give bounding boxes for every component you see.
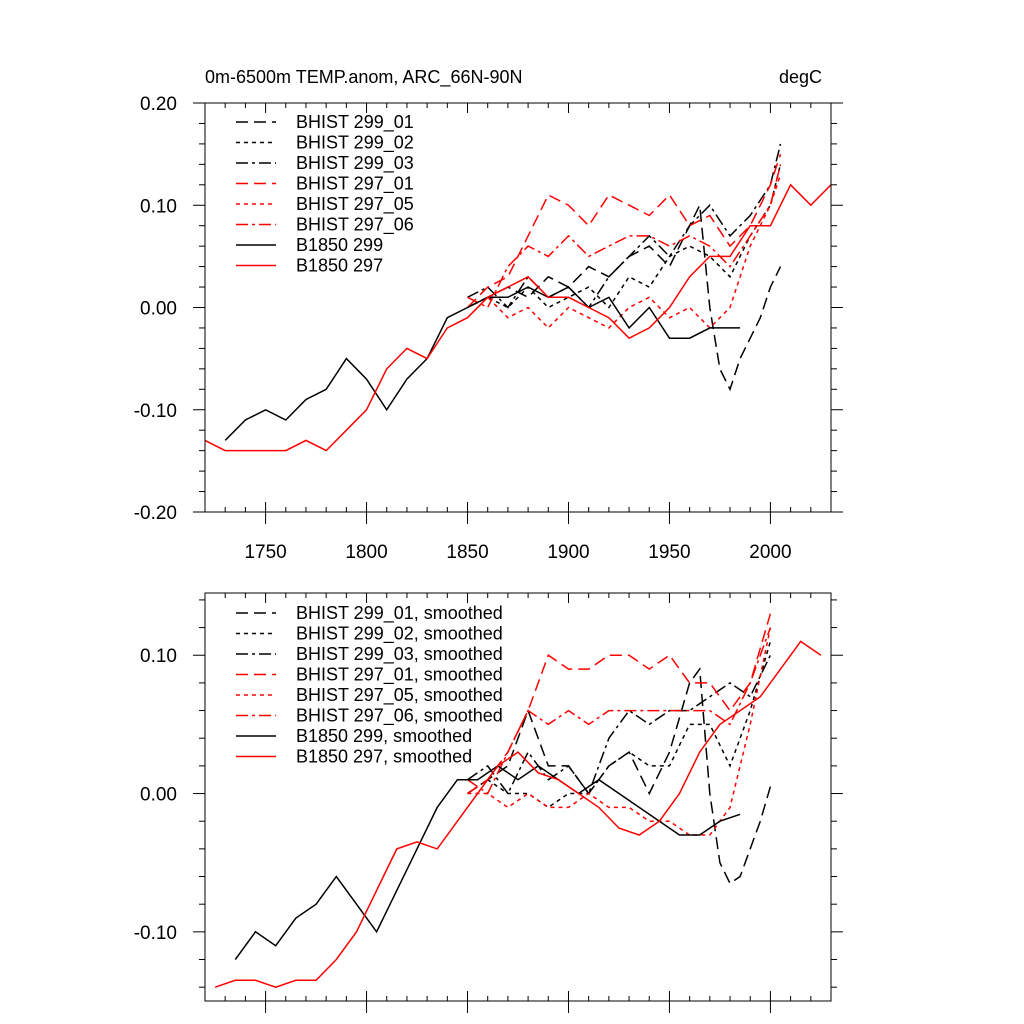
axes-ticks: 1750 1800 1850 1900 1950 2000 -0.20 -0.10 0.00 0.… [134, 94, 843, 563]
legend-label: BHIST 297_01, smoothed [296, 665, 503, 686]
bottom-panel: -0.100.000.10 BHIST 299_01, smoothedBHIS… [134, 592, 843, 1013]
series-line-bhist-299-02 [467, 164, 782, 309]
legend-label: BHIST 299_01, smoothed [296, 603, 503, 624]
series-line-bhist-297-06-smoothed [467, 627, 772, 795]
y-tick-label: 0.10 [140, 196, 177, 217]
y-tick-label: 0.20 [140, 94, 177, 115]
legend-label: B1850 297, smoothed [296, 747, 472, 767]
series-line-bhist-299-03-smoothed [467, 654, 772, 796]
legend-label: BHIST 297_05 [296, 194, 414, 215]
y-tick-label: -0.10 [134, 401, 177, 422]
series-line-bhist-299-01-smoothed [467, 667, 772, 885]
x-tick-label: 1800 [345, 542, 387, 563]
plot-frame [204, 592, 832, 1002]
y-tick-label: 0.00 [140, 785, 177, 806]
legend-label: BHIST 297_01 [296, 174, 414, 195]
legend-label: B1850 297 [296, 256, 383, 276]
legend-label: BHIST 297_05, smoothed [296, 685, 503, 706]
chart-title: 0m-6500m TEMP.anom, ARC_66N-90N [205, 67, 522, 88]
series-line-bhist-299-03 [467, 143, 782, 309]
x-tick-label: 2000 [749, 542, 791, 563]
legend-label: BHIST 299_02, smoothed [296, 624, 503, 645]
y-tick-label: 0.10 [140, 646, 177, 667]
top-panel: 0m-6500m TEMP.anom, ARC_66N-90N degC 175… [134, 67, 843, 563]
legend-label: BHIST 299_03 [296, 153, 414, 174]
x-tick-label: 1950 [648, 542, 690, 563]
series-line-b1850-297-smoothed [214, 640, 822, 988]
x-tick-label: 1900 [547, 542, 589, 563]
units-label: degC [779, 67, 822, 87]
series-line-bhist-299-02-smoothed [467, 641, 772, 809]
series-line-b1850-299 [224, 286, 741, 441]
series-line-bhist-297-01 [466, 153, 782, 309]
legend-label: BHIST 299_01 [296, 112, 414, 133]
series-line-bhist-297-05 [467, 174, 782, 329]
series-line-b1850-297 [204, 183, 832, 452]
legend-label: BHIST 299_03, smoothed [296, 644, 503, 665]
legend-label: B1850 299, smoothed [296, 726, 472, 746]
y-tick-label: -0.10 [134, 923, 177, 944]
x-tick-label: 1850 [446, 542, 488, 563]
legend-label: BHIST 297_06 [296, 215, 414, 236]
y-tick-label: -0.20 [134, 503, 177, 524]
axes-ticks: -0.10 0.00 0.10 [134, 593, 843, 1013]
series-line-bhist-297-05-smoothed [467, 627, 772, 836]
series-line-bhist-297-01-smoothed [467, 613, 772, 795]
series-line-bhist-297-06 [467, 164, 782, 309]
plot-area [204, 143, 832, 452]
legend-label: B1850 299 [296, 235, 383, 255]
x-tick-label: 1750 [244, 542, 286, 563]
series-line-b1850-299-smoothed [234, 764, 741, 960]
y-tick-label: 0.00 [140, 299, 177, 320]
legend-label: BHIST 297_06, smoothed [296, 706, 503, 727]
plot-frame [204, 102, 832, 513]
plot-area [214, 613, 822, 988]
legend-label: BHIST 299_02 [296, 133, 414, 154]
